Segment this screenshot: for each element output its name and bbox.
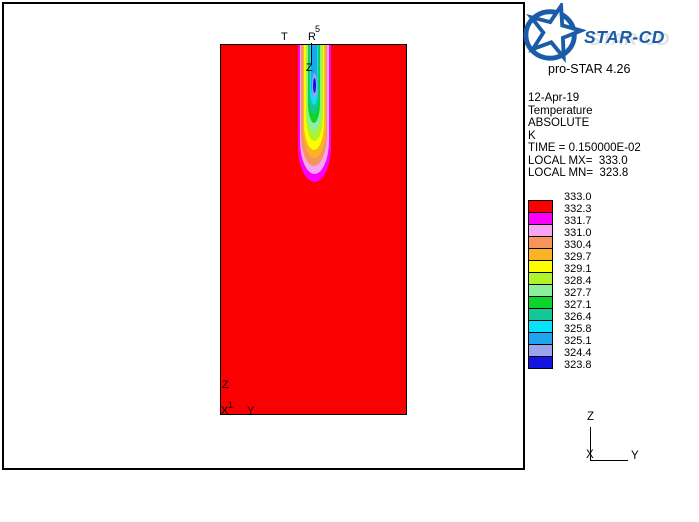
mesh-cs-y-label: Y xyxy=(247,405,255,415)
post-info-panel: 12-Apr-19 Temperature ABSOLUTE K TIME = 0.15… xyxy=(528,92,641,180)
info-line: Temperature xyxy=(528,104,593,117)
triad-x-label: X xyxy=(586,449,594,461)
star-cd-emblem-icon xyxy=(523,3,586,64)
spray-cs-t-label: T xyxy=(281,31,288,43)
triad-z-label: Z xyxy=(587,411,595,423)
contour-band xyxy=(311,45,317,97)
spray-axis-line xyxy=(311,43,312,65)
triad-y-axis-line xyxy=(590,460,628,461)
mesh-cs-x-label: X xyxy=(221,405,229,415)
spray-cs-r-superscript: 5 xyxy=(315,24,321,34)
info-line: TIME = 0.150000E-02 xyxy=(528,142,641,154)
brand-name: STAR-CD xyxy=(584,27,665,47)
legend-value-label: 325.8 xyxy=(564,323,592,335)
info-line: K xyxy=(528,129,536,142)
legend-value-label: 327.7 xyxy=(564,287,592,299)
mesh-cs-z-label: Z xyxy=(222,379,229,391)
legend-value-label: 333.0 xyxy=(564,191,592,203)
legend-color-swatch xyxy=(528,356,553,369)
legend-value-label: 332.3 xyxy=(564,203,592,215)
legend-value-label: 329.7 xyxy=(564,251,592,263)
info-line: 12-Apr-19 xyxy=(528,92,580,104)
legend-value-label: 329.1 xyxy=(564,263,592,275)
spray-cs-r-label: R xyxy=(308,31,316,43)
legend-value-label: 323.8 xyxy=(564,359,592,371)
legend-value-labels: 333.0 332.3 331.7 331.0 330.4 329.7 329.1 328.4… xyxy=(564,191,592,371)
contour-band xyxy=(312,78,316,93)
plot-viewport[interactable]: Z X 1 Y T R 5 Z xyxy=(2,2,525,470)
legend-value-label: 326.4 xyxy=(564,311,592,323)
legend-value-label: 328.4 xyxy=(564,275,592,287)
legend-value-label: 324.4 xyxy=(564,347,592,359)
star-cd-logo: STAR-CD xyxy=(522,3,697,65)
app-version: pro-STAR 4.26 xyxy=(548,62,631,76)
temperature-contour-field: Z X 1 Y xyxy=(220,44,407,415)
legend-value-label: 327.1 xyxy=(564,299,592,311)
spray-cs-z-label: Z xyxy=(306,62,313,74)
info-line: ABSOLUTE xyxy=(528,117,590,129)
legend-value-label: 331.7 xyxy=(564,215,592,227)
triad-y-label: Y xyxy=(631,450,639,462)
mesh-cs-x-superscript: 1 xyxy=(228,400,234,410)
legend-value-label: 331.0 xyxy=(564,227,592,239)
triad-z-axis-line xyxy=(590,427,591,461)
legend-color-scale xyxy=(528,200,553,369)
info-line: LOCAL MX= 333.0 xyxy=(528,154,628,167)
info-line: LOCAL MN= 323.8 xyxy=(528,167,629,179)
legend-value-label: 330.4 xyxy=(564,239,592,251)
legend-value-label: 325.1 xyxy=(564,335,592,347)
